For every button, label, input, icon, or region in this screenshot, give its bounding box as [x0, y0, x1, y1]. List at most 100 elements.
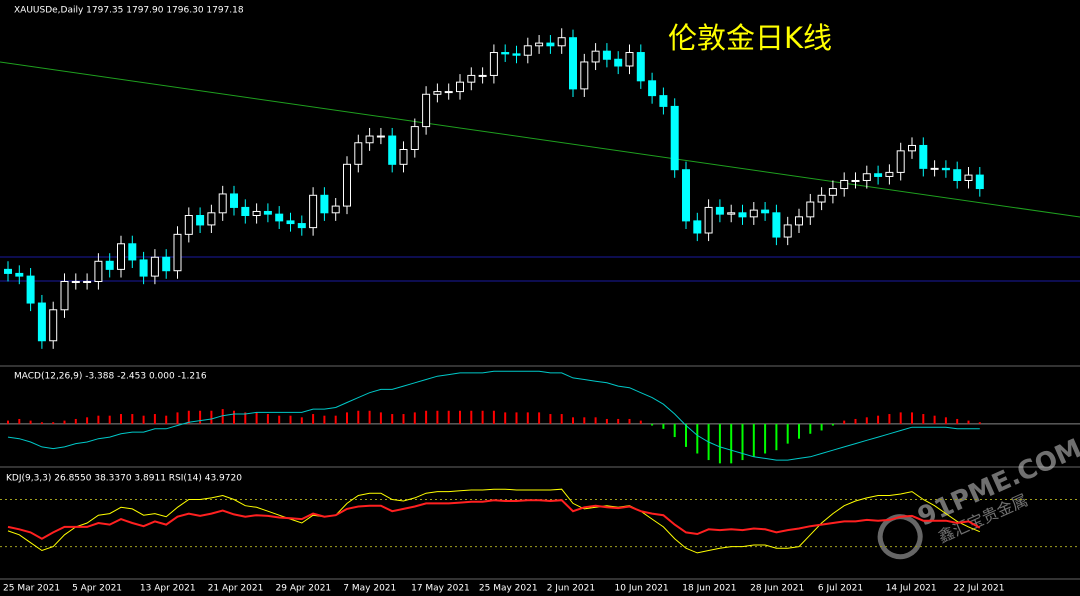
candle-body — [693, 220, 702, 234]
candle-body — [523, 45, 532, 56]
candle-body — [388, 135, 397, 165]
candle-body — [569, 37, 577, 90]
candle-body — [953, 169, 962, 181]
x-tick-label: 17 May 2021 — [411, 584, 470, 594]
x-tick-label: 7 May 2021 — [343, 584, 396, 594]
candle-body — [512, 53, 521, 56]
candle-body — [670, 105, 679, 171]
indicator-line — [7, 499, 981, 540]
candle-body — [761, 209, 770, 214]
candle-body — [444, 91, 453, 94]
candle-body — [184, 214, 193, 235]
candle-body — [433, 91, 442, 95]
candle-body — [94, 260, 103, 282]
candle-body — [828, 188, 837, 196]
candle-body — [297, 223, 306, 229]
x-tick-label: 13 Apr 2021 — [140, 584, 196, 594]
candle-body — [704, 206, 713, 234]
candle-body — [908, 144, 916, 152]
candle-body — [26, 275, 35, 304]
candle-body — [37, 302, 46, 342]
candle-body — [806, 201, 815, 218]
candle-body — [489, 52, 498, 76]
candle-body — [128, 243, 137, 261]
candle-body — [139, 259, 148, 277]
candle-body — [975, 174, 984, 190]
candle-body — [4, 268, 12, 274]
candle-body — [557, 37, 566, 47]
overlay-title: 伦敦金日K线 — [668, 21, 832, 55]
candle-body — [591, 50, 600, 63]
x-tick-label: 18 Jun 2021 — [682, 584, 736, 594]
candle-body — [343, 163, 351, 207]
candle-body — [478, 74, 487, 77]
candle-body — [874, 173, 883, 177]
candle-body — [648, 80, 657, 97]
candle-body — [625, 52, 634, 67]
candle-body — [783, 224, 792, 238]
candle-body — [83, 280, 92, 283]
candle-body — [105, 260, 114, 270]
candle-body — [71, 280, 80, 283]
candle-body — [456, 81, 464, 93]
candle-body — [376, 135, 385, 138]
candle-body — [602, 50, 611, 60]
x-tick-label: 2 Jun 2021 — [547, 584, 595, 594]
candle-body — [422, 93, 431, 128]
x-tick-label: 25 Mar 2021 — [3, 584, 60, 594]
candle-body — [173, 233, 182, 272]
candle-body — [218, 193, 227, 214]
x-tick-label: 28 Jun 2021 — [750, 584, 804, 594]
candle-body — [862, 173, 871, 181]
x-tick-label: 6 Jul 2021 — [818, 584, 863, 594]
candle-body — [354, 142, 363, 165]
candle-body — [230, 193, 238, 208]
trend-line — [0, 61, 1080, 218]
candle-body — [117, 243, 125, 270]
candle-body — [309, 194, 318, 229]
macd-label: MACD(12,26,9) -3.388 -2.453 0.000 -1.216 — [14, 372, 207, 382]
x-tick-label: 5 Apr 2021 — [72, 584, 122, 594]
candle-body — [546, 42, 555, 47]
candle-body — [467, 74, 476, 83]
x-tick-label: 22 Jul 2021 — [954, 584, 1005, 594]
x-tick-label: 14 Jul 2021 — [886, 584, 937, 594]
candle-body — [851, 179, 860, 182]
candle-body — [614, 58, 623, 67]
candle-body — [15, 272, 24, 277]
candle-body — [275, 213, 284, 222]
candle-body — [263, 210, 272, 215]
candle-body — [682, 169, 690, 222]
candle-body — [410, 126, 419, 151]
candle-body — [930, 167, 939, 170]
symbol-info: XAUUSDe,Daily 1797.35 1797.90 1796.30 17… — [14, 6, 244, 16]
x-tick-label: 21 Apr 2021 — [208, 584, 264, 594]
candle-body — [320, 194, 329, 214]
x-tick-label: 25 May 2021 — [479, 584, 538, 594]
candle-body — [964, 174, 973, 181]
candle-body — [636, 52, 645, 82]
candle-body — [795, 216, 803, 226]
indicator-line — [7, 488, 980, 554]
candle-body — [162, 256, 171, 272]
candle-body — [840, 179, 849, 190]
candle-body — [49, 309, 58, 342]
candle-body — [365, 135, 374, 144]
candle-body — [252, 210, 261, 216]
candle-body — [241, 206, 250, 216]
candle-body — [60, 280, 69, 311]
candle-body — [535, 42, 544, 47]
candle-body — [919, 144, 928, 169]
candle-body — [896, 150, 905, 173]
x-tick-label: 10 Jun 2021 — [615, 584, 669, 594]
kdj-label: KDJ(9,3,3) 26.8550 38.3370 3.8911 RSI(14… — [6, 474, 242, 484]
candle-body — [772, 212, 781, 238]
candle-body — [580, 61, 589, 90]
macd-line — [7, 370, 980, 461]
candle-body — [941, 167, 950, 171]
candle-body — [738, 212, 747, 218]
candle-body — [286, 220, 295, 225]
candle-body — [817, 194, 826, 203]
